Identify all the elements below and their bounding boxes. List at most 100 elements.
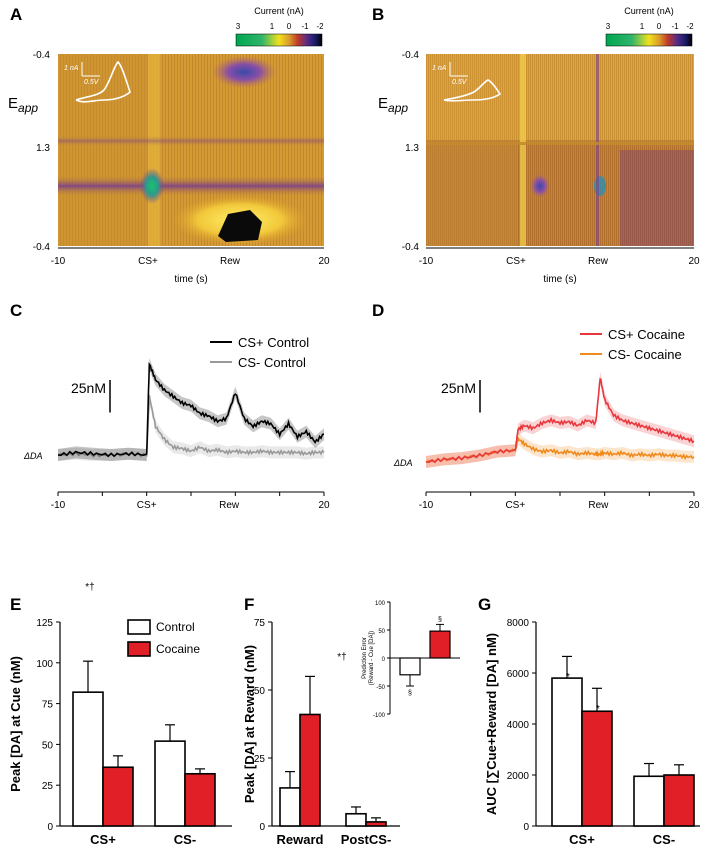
legend-swatch bbox=[127, 619, 151, 635]
colorbar bbox=[235, 33, 323, 47]
x-tick: -10 bbox=[419, 256, 434, 267]
x-tick-label: Rew bbox=[219, 500, 240, 511]
y-tick-label: 25 bbox=[254, 754, 266, 765]
inset-y-tick-label: -50 bbox=[376, 685, 385, 691]
legend-label: CS+ Control bbox=[238, 335, 309, 350]
legend-swatch bbox=[127, 641, 151, 657]
x-tick: Rew bbox=[220, 256, 241, 267]
inset-y-tick-label: -100 bbox=[373, 713, 386, 719]
y-axis-label: ΔDA bbox=[393, 458, 413, 468]
bar bbox=[345, 812, 367, 827]
colorbar-tick: 0 bbox=[657, 22, 662, 31]
colorbar-tick: -1 bbox=[301, 22, 309, 31]
cyclic-voltammogram-inset: 1 nA 0.5V bbox=[432, 62, 502, 102]
panel-label-f: F bbox=[244, 595, 254, 614]
y-tick-label: 75 bbox=[42, 700, 54, 711]
colorbar-tick: 3 bbox=[606, 22, 611, 31]
x-tick-label: CS- bbox=[174, 832, 196, 847]
scale-voltage: 0.5V bbox=[452, 79, 468, 86]
heatmap-image bbox=[426, 54, 694, 246]
colorbar-tick: 3 bbox=[236, 22, 241, 31]
scale-voltage: 0.5V bbox=[84, 79, 100, 86]
scale-bar-label: 25nM bbox=[71, 380, 106, 396]
legend-label: Control bbox=[156, 620, 195, 634]
colorbar-tick: 1 bbox=[270, 22, 275, 31]
y-tick-label: 2000 bbox=[507, 771, 530, 782]
heatmap-image bbox=[58, 54, 324, 246]
x-tick: -10 bbox=[51, 256, 66, 267]
significance-marker: * bbox=[566, 672, 570, 683]
panel-label-a: A bbox=[10, 5, 22, 24]
legend-label: CS- Control bbox=[238, 355, 306, 370]
x-tick-label: CS+ bbox=[137, 500, 157, 511]
scale-current: 1 nA bbox=[432, 65, 447, 72]
x-tick: 20 bbox=[318, 256, 330, 267]
x-tick: CS+ bbox=[506, 256, 526, 267]
bar bbox=[663, 774, 695, 827]
bar bbox=[581, 710, 613, 827]
colorbar-tick: -1 bbox=[671, 22, 679, 31]
y-tick: 1.3 bbox=[36, 143, 50, 154]
legend-label: CS+ Cocaine bbox=[608, 327, 685, 342]
y-tick-label: 0 bbox=[523, 822, 529, 833]
x-tick-label: -10 bbox=[419, 500, 434, 511]
x-tick-label: CS+ bbox=[90, 832, 116, 847]
bar bbox=[299, 713, 321, 827]
bar bbox=[279, 787, 301, 827]
series-error-band bbox=[426, 432, 694, 468]
panel-label-c: C bbox=[10, 301, 22, 320]
bar bbox=[102, 766, 134, 827]
panel-label-d: D bbox=[372, 301, 384, 320]
x-tick-label: Reward bbox=[277, 832, 324, 847]
bar-chart-g: 0 2000 4000 6000 8000 AUC [∑Cue+Reward [DA] n… bbox=[484, 618, 700, 847]
inset-y-tick-label: 100 bbox=[375, 601, 386, 607]
inset-significance-marker: § bbox=[438, 616, 442, 623]
y-axis-label: Peak [DA] at Cue (nM) bbox=[8, 656, 23, 792]
panel-label-b: B bbox=[372, 5, 384, 24]
x-tick-label: CS- bbox=[653, 832, 675, 847]
y-tick: 1.3 bbox=[405, 143, 419, 154]
colorbar-title: Current (nA) bbox=[624, 6, 674, 16]
x-tick-label: 20 bbox=[318, 500, 330, 511]
y-tick-label: 0 bbox=[259, 822, 265, 833]
y-tick-label: 25 bbox=[42, 781, 54, 792]
scale-current: 1 nA bbox=[64, 65, 79, 72]
significance-marker: *† bbox=[337, 652, 346, 663]
y-tick-label: 100 bbox=[36, 659, 53, 670]
inset-y-axis-label: (Reward - Cue [DA]) bbox=[369, 631, 375, 685]
bar bbox=[551, 677, 583, 827]
series-line bbox=[425, 377, 695, 464]
colorbar-title: Current (nA) bbox=[254, 6, 304, 16]
x-tick-label: PostCS- bbox=[341, 832, 392, 847]
y-tick: -0.4 bbox=[33, 50, 51, 61]
panel-label-e: E bbox=[10, 595, 21, 614]
x-tick-label: CS+ bbox=[505, 500, 525, 511]
significance-marker: *† bbox=[85, 582, 94, 593]
colorbar-tick: 0 bbox=[287, 22, 292, 31]
colorbar-tick: -2 bbox=[686, 22, 694, 31]
bar bbox=[154, 740, 186, 827]
x-tick-label: CS+ bbox=[569, 832, 595, 847]
colorbar bbox=[605, 33, 693, 47]
inset-bar bbox=[429, 630, 451, 659]
scale-bar-label: 25nM bbox=[441, 380, 476, 396]
inset-bar bbox=[399, 657, 421, 676]
x-tick-label: Rew bbox=[588, 500, 609, 511]
heatmap-panel-a: Current (nA) 3 1 0 -1 -2 1 nA 0.5V bbox=[8, 6, 330, 285]
series-error-band bbox=[58, 358, 324, 461]
x-axis-label: time (s) bbox=[174, 274, 207, 285]
line-chart-c: -10 CS+ Rew 20 ΔDA 25nM CS+ Control CS- Control bbox=[23, 335, 330, 511]
colorbar-tick: -2 bbox=[316, 22, 324, 31]
bar-chart-f: 0 25 50 75 Peak [DA] at Reward (nM) Reward Pos… bbox=[242, 601, 460, 847]
inset-y-tick-label: 0 bbox=[382, 657, 386, 663]
bar-chart-e: 0 25 50 75 100 125 Peak [DA] at Cue (nM) CS+ CS-… bbox=[8, 582, 232, 847]
legend-label: CS- Cocaine bbox=[608, 347, 682, 362]
x-tick: 20 bbox=[688, 256, 700, 267]
y-tick-label: 8000 bbox=[507, 618, 530, 629]
x-tick: CS+ bbox=[138, 256, 158, 267]
bar bbox=[633, 775, 665, 827]
y-axis-label: AUC [∑Cue+Reward [DA] nM) bbox=[484, 633, 499, 815]
y-axis-label: Peak [DA] at Reward (nM) bbox=[242, 645, 257, 803]
inset-y-axis-label: Prediction Error bbox=[362, 637, 368, 679]
panel-label-g: G bbox=[478, 595, 491, 614]
